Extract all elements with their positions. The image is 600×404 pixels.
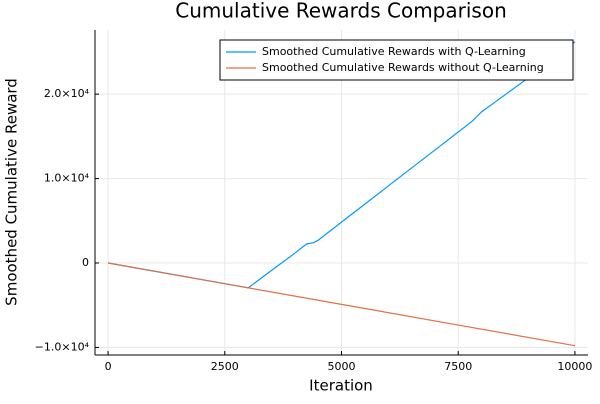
legend-label: Smoothed Cumulative Rewards with Q-Learn… <box>262 45 526 58</box>
y-tick-label: 1.0×10⁴ <box>44 172 90 185</box>
x-tick-label: 0 <box>105 360 112 373</box>
y-tick-label: −1.0×10⁴ <box>35 340 90 353</box>
x-tick-label: 5000 <box>328 360 356 373</box>
y-tick-label: 2.0×10⁴ <box>44 87 90 100</box>
series-line <box>107 262 576 347</box>
x-tick-label: 2500 <box>211 360 239 373</box>
y-axis-label: Smoothed Cumulative Reward <box>3 78 21 306</box>
x-axis-label: Iteration <box>309 377 373 395</box>
chart-title: Cumulative Rewards Comparison <box>175 0 507 23</box>
x-tick-label: 10000 <box>557 360 592 373</box>
legend-label: Smoothed Cumulative Rewards without Q-Le… <box>262 61 544 74</box>
x-tick-label: 7500 <box>444 360 472 373</box>
legend-box <box>219 39 574 81</box>
y-tick-label: 0 <box>82 256 89 269</box>
